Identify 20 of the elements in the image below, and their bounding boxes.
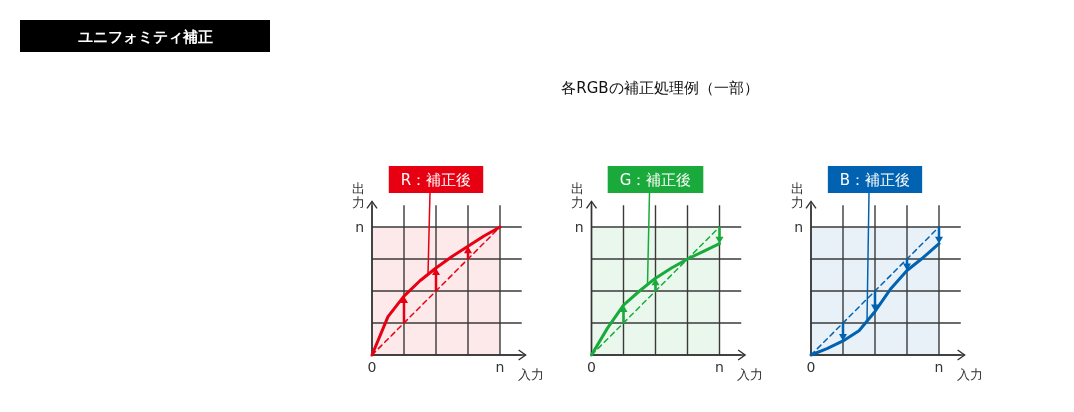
y-axis-title: 出力 bbox=[351, 181, 365, 211]
x-axis-title: 入力 bbox=[737, 367, 764, 382]
x-tick-label: n bbox=[715, 359, 724, 375]
y-axis-title: 出力 bbox=[790, 181, 804, 211]
x-tick-label: 0 bbox=[587, 359, 596, 375]
text: R：補正後 bbox=[400, 171, 472, 189]
text: G：補正後 bbox=[619, 171, 692, 189]
x-tick-label: n bbox=[934, 359, 944, 375]
x-tick-label: 0 bbox=[367, 359, 377, 375]
text: n bbox=[355, 219, 364, 235]
y-axis-title: 出力 bbox=[571, 181, 584, 211]
x-tick-label: 0 bbox=[806, 359, 816, 375]
x-axis-title: 入力 bbox=[956, 367, 983, 382]
text: 各RGBの補正処理例（一部） bbox=[561, 79, 759, 97]
x-tick-label: n bbox=[495, 359, 505, 375]
text: B：補正後 bbox=[839, 171, 911, 189]
text: ユニフォミティ補正 bbox=[77, 28, 213, 46]
text: n bbox=[794, 219, 803, 235]
text: n bbox=[574, 219, 584, 235]
x-axis-title: 入力 bbox=[517, 367, 544, 382]
